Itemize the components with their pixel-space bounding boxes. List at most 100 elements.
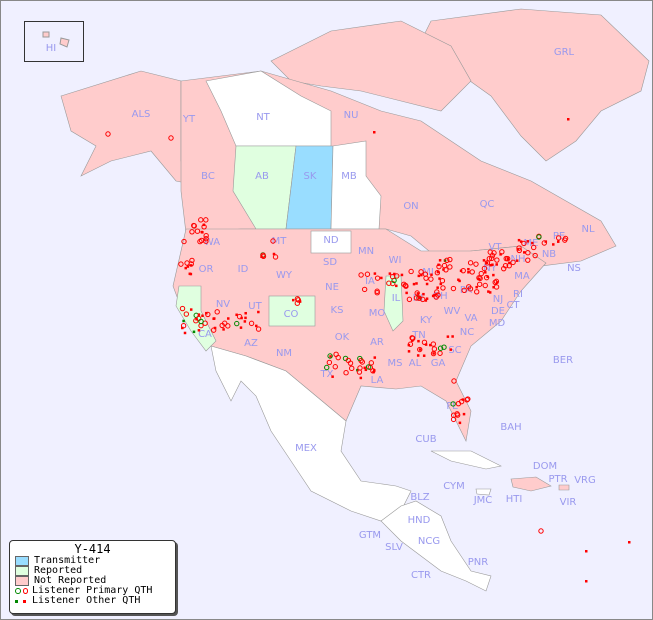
listener-primary-marker [444,257,450,264]
listener-primary-marker [248,320,255,327]
listener-primary-marker [349,365,355,372]
listener-primary-marker [510,259,516,266]
listener-other-marker [517,238,521,242]
label-vir: VIR [560,497,577,508]
listener-other-marker [192,330,196,334]
listener-other-marker [458,421,462,425]
listener-other-marker [438,259,442,262]
listener-primary-marker [414,290,420,296]
listener-primary-marker [464,397,470,403]
listener-other-marker [373,369,376,372]
listener-other-marker [484,271,487,274]
listener-primary-marker [294,296,301,302]
region-labels: ALS YT NT NU GRL BC AB SK MB ON QC NL NS NB PE WA OR CA NV… [132,47,596,581]
label-pe: PE [553,231,565,242]
listener-other-marker [407,343,411,347]
listener-other-marker [405,291,408,295]
listener-primary-marker [555,235,562,241]
listener-primary-marker [538,528,544,534]
listener-other-marker [429,343,432,347]
label-ky: KY [420,315,433,326]
label-cub: CUB [415,434,436,445]
listener-other-marker [628,541,631,544]
label-la: LA [371,375,384,386]
listener-primary-marker [295,297,302,303]
label-dom: DOM [533,461,557,472]
label-cym: CYM [443,481,465,492]
listener-other-marker [467,271,470,274]
listener-other-marker [418,348,422,351]
label-ri: RI [513,289,523,300]
label-ms: MS [388,358,403,369]
listener-other-marker [373,356,377,359]
label-sk: SK [304,171,317,182]
listener-other-marker [189,272,193,276]
listener-primary-marker [219,322,225,329]
legend-label: Not Reported [34,575,107,586]
label-co: CO [284,309,299,320]
listener-primary-marker [198,217,204,223]
label-ne: NE [325,282,339,293]
listener-primary-marker [364,271,371,277]
label-ber: BER [553,355,573,366]
listener-primary-marker [255,326,262,332]
label-mb: MB [341,171,357,182]
label-al: AL [409,358,422,369]
listener-other-marker [425,297,429,300]
listener-other-marker [373,272,377,275]
listener-primary-marker [270,238,276,244]
listener-other-marker [213,317,216,320]
listener-primary-marker [197,238,203,245]
region-jmc [475,488,492,496]
label-mo: MO [369,308,386,319]
listener-primary-marker [506,262,512,269]
listener-primary-marker [168,135,174,141]
label-ma: MA [514,271,530,282]
listener-primary-marker [408,268,414,275]
listener-other-marker [523,251,526,254]
listener-other-marker [364,368,368,372]
label-nv: NV [216,299,230,310]
label-nb: NB [542,249,556,260]
listener-primary-marker [562,237,568,243]
listener-primary-marker [536,234,542,240]
listener-other-marker [422,354,426,357]
label-sd: SD [323,257,337,268]
label-ca: CA [198,329,212,340]
listener-other-marker [418,296,421,300]
label-il: IL [392,293,401,304]
listener-primary-marker [516,245,522,251]
label-ia: IA [365,276,375,287]
listener-other-marker [388,272,392,275]
listener-other-marker [495,263,498,266]
listener-other-marker [240,316,243,320]
listener-primary-marker [416,295,422,301]
listener-primary-marker [521,240,527,247]
listener-primary-marker [324,364,330,371]
listener-other-marker [556,240,560,243]
label-ny: NY [483,263,497,274]
listener-primary-marker [450,416,457,423]
label-ok: OK [335,332,350,343]
listener-other-marker [422,292,425,296]
hawaii-inset-map: HI [42,31,70,54]
listener-other-marker [197,329,201,332]
listener-other-marker [373,131,376,134]
listener-other-marker [201,231,204,234]
listener-other-marker [487,290,490,293]
listener-other-marker [213,326,217,330]
listener-primary-marker [501,265,507,272]
label-vt: VT [489,242,503,253]
listener-other-marker [197,313,201,316]
label-pnr: PNR [468,557,489,568]
listener-other-marker [291,298,295,302]
listener-other-marker [552,243,555,246]
listener-primary-marker [401,281,407,287]
label-bah: BAH [500,422,521,433]
not-reported-swatch [15,576,29,586]
label-blz: BLZ [410,492,429,503]
listener-primary-marker [358,272,364,278]
legend-label: Listener Other QTH [32,595,141,606]
listener-primary-marker [194,228,201,234]
